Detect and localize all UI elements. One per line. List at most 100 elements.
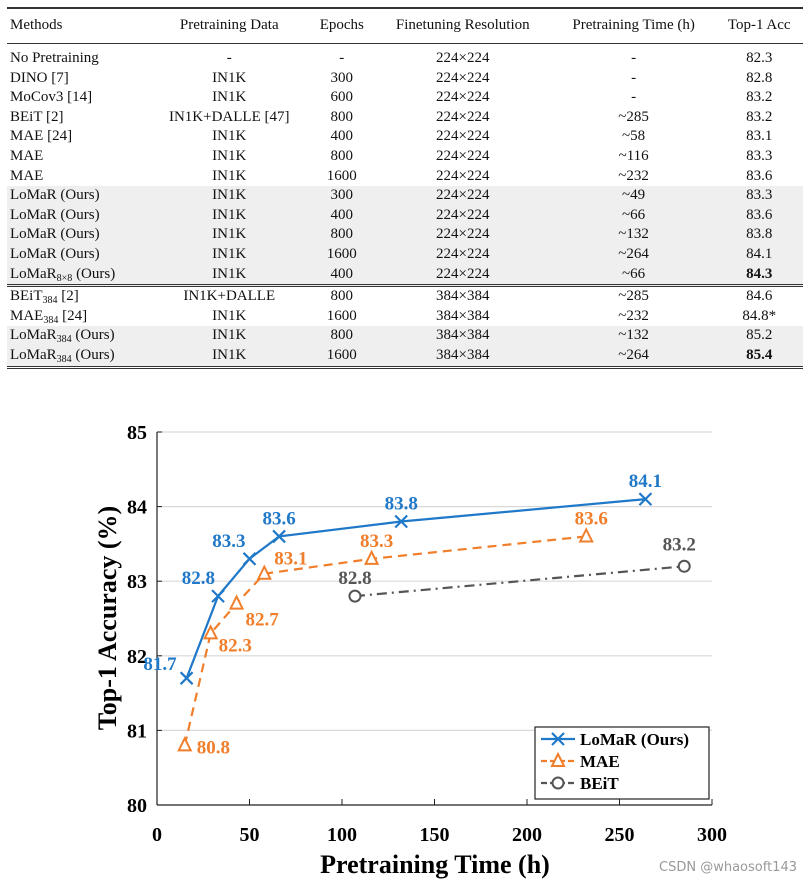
acc-cell: 83.8: [715, 225, 803, 245]
data-point: [203, 624, 219, 640]
y-tick-label: 81: [127, 720, 147, 742]
acc-cell: 83.6: [746, 167, 773, 184]
method-cell: LoMaR384 (Ours): [7, 345, 149, 369]
data-point: [242, 552, 257, 566]
data-label: 84.1: [629, 471, 662, 492]
legend-label: LoMaR (Ours): [580, 730, 689, 749]
data-label: 82.7: [246, 610, 280, 631]
data-cell: IN1K: [148, 186, 310, 206]
results-table: Methods Pretraining Data Epochs Finetuning …: [7, 7, 803, 369]
data-point: [272, 529, 286, 544]
legend-marker: [550, 751, 566, 767]
data-label: 81.7: [143, 654, 177, 675]
x-tick-label: 150: [420, 824, 450, 846]
x-tick-label: 0: [152, 824, 162, 846]
x-tick-label: 200: [512, 824, 542, 846]
time-cell: ~58: [622, 128, 646, 145]
epochs-cell: 400: [309, 205, 374, 226]
data-label: 83.3: [212, 531, 245, 552]
table-row: BEiT [2] IN1K+DALLE [47] 800 224×224 ~285 83.…: [7, 108, 803, 128]
res-cell: 224×224: [373, 264, 552, 286]
res-cell: 224×224: [436, 128, 490, 145]
acc-cell: 83.3: [715, 186, 803, 206]
acc-cell: 83.6: [715, 205, 803, 226]
res-cell: 224×224: [373, 186, 552, 206]
data-cell: IN1K: [212, 69, 247, 86]
time-cell: -: [631, 50, 637, 66]
data-cell: IN1K: [148, 244, 310, 265]
table-row: LoMaR (Ours) IN1K 400 224×224 ~66 83.6: [7, 205, 803, 226]
data-cell: IN1K: [148, 264, 310, 286]
epochs-cell: 800: [330, 147, 354, 164]
time-cell: ~285: [618, 108, 649, 125]
data-point: [578, 527, 594, 543]
acc-cell: 84.1: [715, 244, 803, 265]
legend-label: BEiT: [580, 774, 619, 793]
epochs-cell: 800: [309, 225, 374, 245]
res-cell: 224×224: [436, 69, 490, 86]
x-tick-label: 100: [327, 824, 357, 846]
data-cell: IN1K+DALLE: [148, 284, 310, 307]
res-cell: 224×224: [436, 167, 490, 184]
x-tick-label: 300: [697, 824, 727, 846]
time-cell: ~232: [618, 307, 649, 324]
time-cell: ~132: [551, 225, 716, 245]
data-cell: IN1K: [212, 147, 247, 164]
data-label: 83.6: [262, 508, 295, 529]
legend-marker: [551, 776, 565, 790]
epochs-cell: 800: [330, 108, 354, 125]
time-cell: -: [631, 69, 637, 86]
method-cell: LoMaR (Ours): [7, 205, 149, 226]
res-cell: 224×224: [373, 205, 552, 226]
y-axis-title: Top-1 Accuracy (%): [93, 506, 122, 730]
y-tick-label: 80: [127, 795, 147, 817]
time-cell: ~232: [618, 167, 649, 184]
data-label: 80.8: [197, 737, 230, 758]
acc-cell: 83.1: [746, 128, 773, 145]
acc-cell: 84.6: [715, 284, 803, 307]
y-tick-label: 83: [127, 571, 147, 593]
epochs-cell: 300: [330, 69, 354, 86]
table-row: MoCov3 [14] IN1K 600 224×224 - 83.2: [7, 88, 803, 108]
epochs-cell: 400: [309, 264, 374, 286]
method-cell: MoCov3 [14]: [10, 89, 93, 106]
legend-box: [534, 726, 710, 800]
acc-cell: 83.2: [746, 108, 773, 125]
column-header: Top-1 Acc: [715, 7, 803, 44]
data-point: [363, 549, 380, 565]
data-cell: IN1K: [212, 167, 247, 184]
res-cell: 384×384: [373, 326, 552, 346]
accuracy-vs-time-chart: 80 81 82 83 84 85 0 50 100 150 200 250 300 Pretrainin…: [93, 422, 727, 879]
epochs-cell: 400: [330, 128, 354, 145]
epochs-cell: 600: [330, 89, 354, 106]
method-cell: BEiT384 [2]: [7, 284, 149, 307]
acc-cell: 82.3: [746, 50, 773, 66]
epochs-cell: 1600: [326, 307, 357, 324]
res-cell: 224×224: [436, 89, 490, 106]
data-cell: IN1K: [148, 326, 310, 346]
method-cell: MAE: [10, 147, 44, 164]
time-cell: ~49: [551, 186, 716, 206]
data-point: [348, 589, 362, 603]
data-cell: IN1K: [212, 89, 247, 106]
res-cell: 224×224: [373, 225, 552, 245]
epochs-cell: 1600: [326, 167, 357, 184]
acc-cell: 82.8: [746, 69, 773, 86]
legend-label: MAE: [580, 752, 620, 771]
acc-cell: 84.3: [715, 264, 803, 286]
res-cell: 384×384: [373, 284, 552, 307]
series-line-lomar-ours-: [185, 498, 646, 679]
data-point: [211, 589, 225, 603]
method-cell: No Pretraining: [10, 50, 99, 66]
data-cell: IN1K: [212, 307, 247, 324]
method-cell: DINO [7]: [10, 69, 69, 86]
time-cell: ~66: [551, 205, 716, 226]
x-tick-label: 250: [605, 824, 635, 846]
data-label: 83.2: [663, 534, 696, 555]
time-cell: ~116: [618, 147, 649, 164]
time-cell: ~264: [551, 345, 716, 369]
x-axis-title: Pretraining Time (h): [320, 850, 550, 879]
column-header: Epochs: [309, 7, 374, 44]
epochs-cell: 1600: [309, 244, 374, 265]
data-cell: IN1K: [212, 128, 247, 145]
